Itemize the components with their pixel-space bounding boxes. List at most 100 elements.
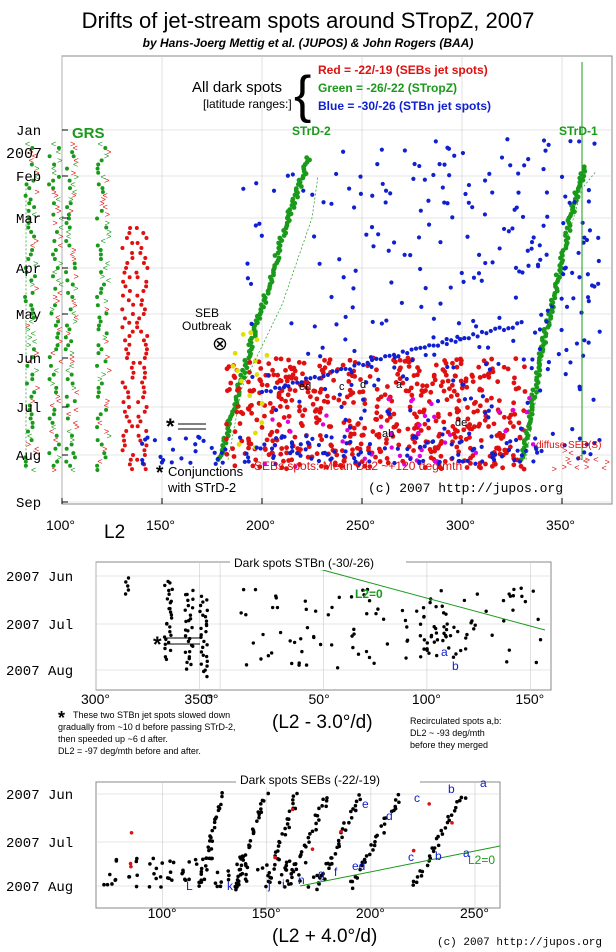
sebs-red-dot [273,855,277,860]
main-chevron: < [55,313,60,323]
main-dot [541,138,547,143]
main-dot [420,383,426,389]
main-dot [374,417,380,422]
main-dot [545,367,550,372]
sebs-l2-label: L2=0 [468,853,495,867]
main-dot [358,441,364,447]
label-ab: ab [382,428,394,440]
main-dot [139,329,144,334]
main-dot [137,360,142,365]
main-chevron: < [103,191,108,201]
label-ed: ed [299,381,311,393]
main-dot [30,145,35,150]
main-dot [352,363,357,368]
main-dot [334,452,340,458]
main-dot [353,459,358,464]
main-dot [517,435,523,441]
main-dot [362,463,368,469]
sebs-dot [415,875,420,879]
stbn-dot [168,625,172,629]
main-dot [442,369,448,374]
sebs-dot [459,795,464,800]
main-track-STrD-2 [227,175,319,460]
main-dot [581,173,587,179]
main-dot [124,266,129,270]
main-dot [47,416,52,421]
main-dot [297,399,302,404]
main-dot [384,418,390,423]
main-dot [32,205,37,210]
main-dot [506,229,511,234]
sebs-dot [294,867,299,872]
main-chevron: > [25,324,30,334]
main-dot [320,345,325,350]
main-dot [64,459,69,464]
main-dot [179,456,184,461]
sebs-dot [291,801,295,806]
main-dot [477,344,482,350]
main-dot [65,278,70,283]
main-dot [279,446,285,451]
stbn-dot [261,632,265,637]
main-dot [367,451,372,456]
main-dot [29,394,34,399]
stbn-dot [434,631,439,635]
main-chevron: < [31,465,36,475]
main-dot [287,387,293,392]
main-dot [318,405,324,411]
main-dot [525,248,530,253]
main-dot [352,455,357,461]
stbn-dot [163,655,168,659]
sebs-dot [303,860,308,865]
sebs-dot [238,855,242,859]
main-dot [416,235,422,240]
main-dot [320,368,326,373]
sebs-dot [411,879,416,884]
main-dot [341,275,346,280]
main-chevron: < [101,172,106,182]
main-dot [52,162,57,167]
main-dot [131,302,136,307]
main-dot [511,338,516,344]
main-dot [193,442,198,447]
main-dot [490,190,495,195]
sebs-dot [213,881,218,885]
sebs-dot [329,856,333,860]
main-dot [347,433,353,439]
main-dot [286,357,291,363]
main-dot [568,139,573,144]
main-dot [285,419,291,424]
main-dot [411,176,416,181]
main-dot [104,407,109,412]
main-dot [63,335,68,340]
main-dot [347,387,353,393]
stbn-dot [187,618,191,623]
main-dot [99,208,104,213]
main-dot [438,240,443,245]
main-dot [328,442,334,448]
sebs-y-tick-label: 2007 Jun [6,788,73,804]
main-dot [438,383,444,389]
main-dot [310,401,316,407]
main-dot [570,270,575,276]
stbn-dot [241,587,246,592]
sebs-dot [219,880,224,884]
sebs-dot [209,847,214,851]
main-dot [433,362,439,368]
sebs-dot [340,835,344,840]
main-dot [250,374,255,380]
main-dot [413,346,419,351]
sebs-dot [453,805,458,810]
main-dot [550,304,555,309]
sebs-dot [165,876,170,880]
main-dot [438,301,443,306]
main-credit: (c) 2007 http://jupos.org [368,481,563,496]
main-dot [302,407,308,413]
main-dot [51,201,56,206]
main-dot [289,321,294,326]
main-dot [269,429,275,435]
main-dot [402,252,407,257]
sebs-dot [436,843,441,848]
main-dot [471,332,476,337]
main-dot [47,182,52,187]
